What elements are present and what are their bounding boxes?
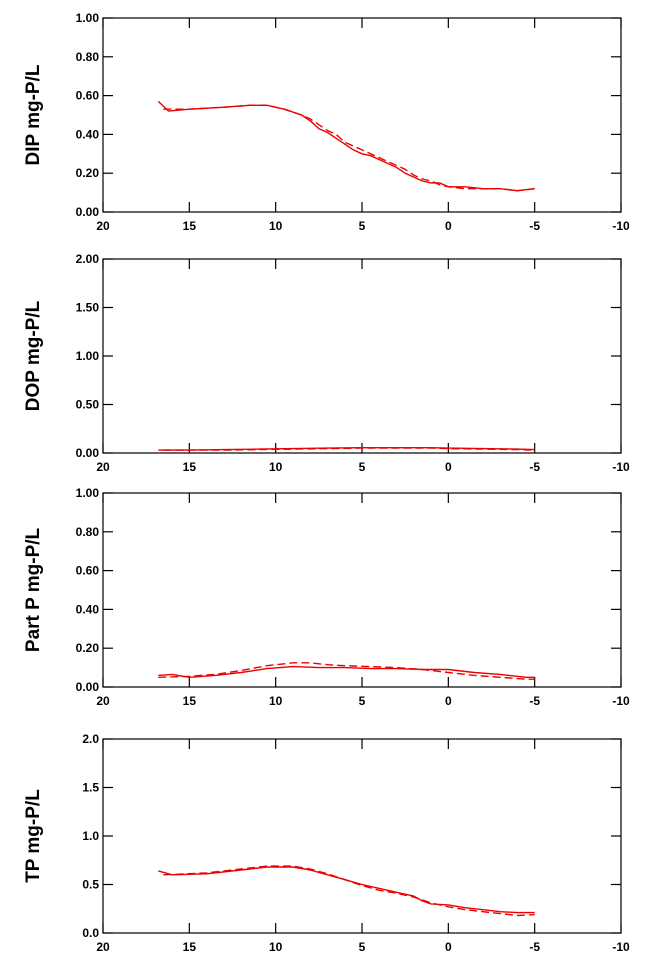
y-axis-title: DOP mg-P/L xyxy=(23,300,44,411)
x-tick-label: 20 xyxy=(96,219,110,233)
y-axis-title: Part P mg-P/L xyxy=(23,527,44,652)
y-tick-label: 0.00 xyxy=(76,680,100,694)
y-tick-label: 0.00 xyxy=(76,205,100,219)
x-tick-label: 10 xyxy=(269,460,283,474)
y-tick-label: 1.00 xyxy=(76,11,100,25)
y-tick-label: 0.20 xyxy=(76,166,100,180)
y-tick-label: 0.80 xyxy=(76,50,100,64)
y-tick-label: 1.0 xyxy=(82,829,99,843)
x-tick-label: 5 xyxy=(359,694,366,708)
x-tick-label: -10 xyxy=(612,460,630,474)
x-tick-label: -5 xyxy=(529,460,540,474)
y-tick-label: 0.5 xyxy=(82,878,99,892)
y-tick-label: 1.5 xyxy=(82,781,99,795)
y-tick-label: 1.50 xyxy=(76,301,100,315)
x-tick-label: 10 xyxy=(269,694,283,708)
x-tick-label: -5 xyxy=(529,694,540,708)
plot-frame xyxy=(102,258,622,454)
x-tick-label: 20 xyxy=(96,460,110,474)
y-tick-label: 1.00 xyxy=(76,486,100,500)
series-line-solid xyxy=(158,665,535,678)
y-tick-label: 0.80 xyxy=(76,525,100,539)
x-tick-label: 15 xyxy=(183,219,197,233)
y-tick-label: 1.00 xyxy=(76,349,100,363)
panel-4: 20 15 10 5 0 -5 -10 0.0 0.5 1.0 1.5 2.0 TP mg-P/L xyxy=(23,732,630,954)
x-tick-label: 5 xyxy=(359,460,366,474)
panel-1: 20 15 10 5 0 -5 -10 0.00 0.20 0.40 0.60 0.80 1.00 DIP… xyxy=(23,11,630,233)
y-tick-label: 0.60 xyxy=(76,89,100,103)
y-axis-title: DIP mg-P/L xyxy=(23,64,44,165)
x-tick-label: 15 xyxy=(183,694,197,708)
series-line-dashed xyxy=(163,104,535,192)
x-tick-label: 10 xyxy=(269,940,283,954)
y-tick-label: 2.0 xyxy=(82,732,99,746)
series-line-dashed xyxy=(163,865,535,917)
x-tick-label: 20 xyxy=(96,940,110,954)
panel-3: 20 15 10 5 0 -5 -10 0.00 0.20 0.40 0.60 0.80 1.00 Par… xyxy=(23,486,630,708)
x-tick-label: 0 xyxy=(445,219,452,233)
x-tick-label: 20 xyxy=(96,694,110,708)
x-tick-label: 10 xyxy=(269,219,283,233)
x-tick-label: -5 xyxy=(529,219,540,233)
x-tick-label: -10 xyxy=(612,219,630,233)
series-line-solid xyxy=(157,100,535,192)
y-tick-label: 0.20 xyxy=(76,641,100,655)
panel-2: 20 15 10 5 0 -5 -10 0.00 0.50 1.00 1.50 2.00 DOP mg-… xyxy=(23,252,630,474)
x-tick-label: 5 xyxy=(359,219,366,233)
plot-frame xyxy=(102,492,622,688)
x-tick-label: -10 xyxy=(612,940,630,954)
y-tick-label: 0.00 xyxy=(76,446,100,460)
series-line-dashed xyxy=(158,662,535,680)
x-tick-label: 0 xyxy=(445,940,452,954)
x-tick-label: 0 xyxy=(445,460,452,474)
x-tick-label: -5 xyxy=(529,940,540,954)
y-tick-label: 2.00 xyxy=(76,252,100,266)
y-tick-label: 0.40 xyxy=(76,127,100,141)
x-tick-label: -10 xyxy=(612,694,630,708)
plot-frame xyxy=(102,17,622,213)
x-tick-label: 15 xyxy=(183,940,197,954)
series-line-solid xyxy=(158,866,535,914)
x-tick-label: 5 xyxy=(359,940,366,954)
y-tick-label: 0.0 xyxy=(82,926,99,940)
plot-frame xyxy=(102,738,622,934)
y-axis-title: TP mg-P/L xyxy=(23,789,44,883)
x-tick-label: 0 xyxy=(445,694,452,708)
y-tick-label: 0.50 xyxy=(76,398,100,412)
y-tick-label: 0.60 xyxy=(76,564,100,578)
x-tick-label: 15 xyxy=(183,460,197,474)
series-line-dashed xyxy=(163,447,535,451)
y-tick-label: 0.40 xyxy=(76,602,100,616)
